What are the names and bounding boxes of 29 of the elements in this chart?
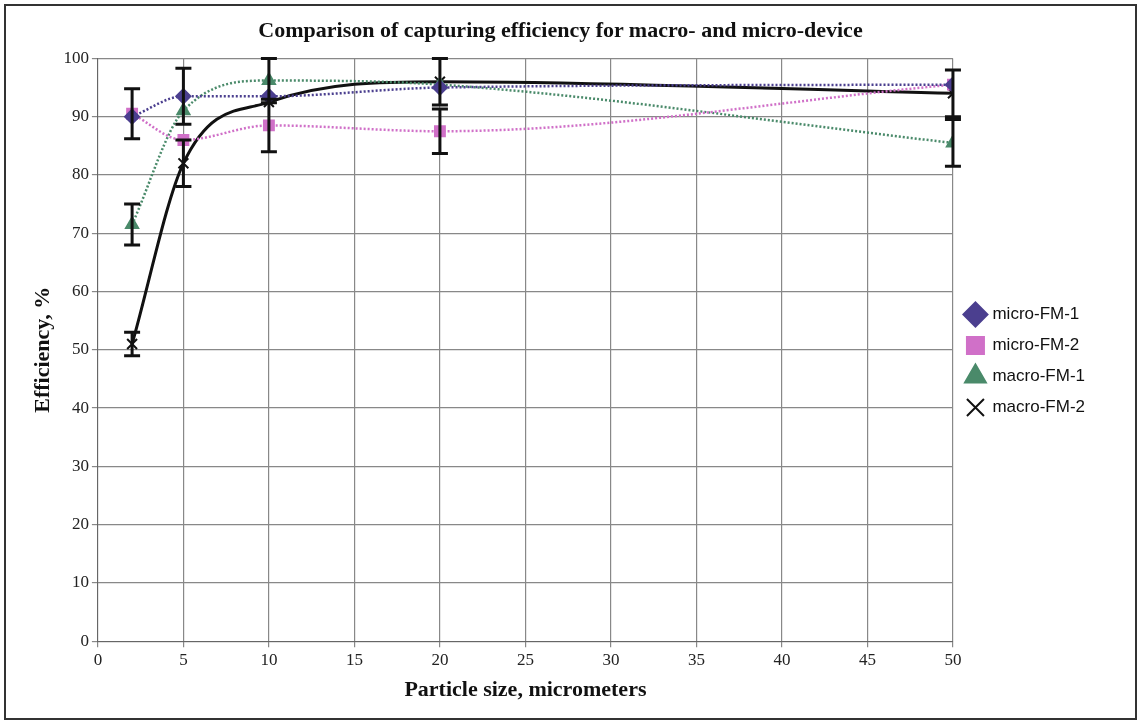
y-tick-label: 0 [80,630,89,650]
x-tick-label: 15 [345,649,363,669]
x-tick-label: 5 [179,649,188,669]
x-tick-label: 50 [944,649,962,669]
y-tick-label: 50 [71,339,89,359]
x-axis-title: Particle size, micrometers [404,676,647,702]
y-tick-label: 30 [71,455,89,475]
y-tick-label: 100 [63,47,89,67]
legend-label: macro-FM-1 [992,366,1086,386]
x-tick-label: 20 [431,649,449,669]
x-tick-label: 35 [687,649,705,669]
legend-label: micro-FM-2 [992,335,1080,355]
y-tick-label: 90 [71,106,89,126]
y-tick-label: 80 [71,164,89,184]
x-tick-label: 30 [602,649,620,669]
y-tick-label: 40 [71,397,89,417]
y-axis-title: Efficiency, % [28,286,54,413]
x-tick-label: 40 [773,649,791,669]
legend-label: micro-FM-1 [992,304,1080,324]
x-tick-label: 25 [516,649,534,669]
x-tick-label: 45 [858,649,876,669]
y-tick-label: 60 [71,280,89,300]
y-tick-label: 70 [71,222,89,242]
x-tick-label: 0 [93,649,103,669]
x-tick-label: 10 [260,649,278,669]
y-tick-label: 10 [71,572,89,592]
chart-title: Comparison of capturing efficiency for macro- and micro-device [258,16,863,42]
y-tick-label: 20 [71,514,89,534]
legend-label: macro-FM-2 [992,397,1086,417]
